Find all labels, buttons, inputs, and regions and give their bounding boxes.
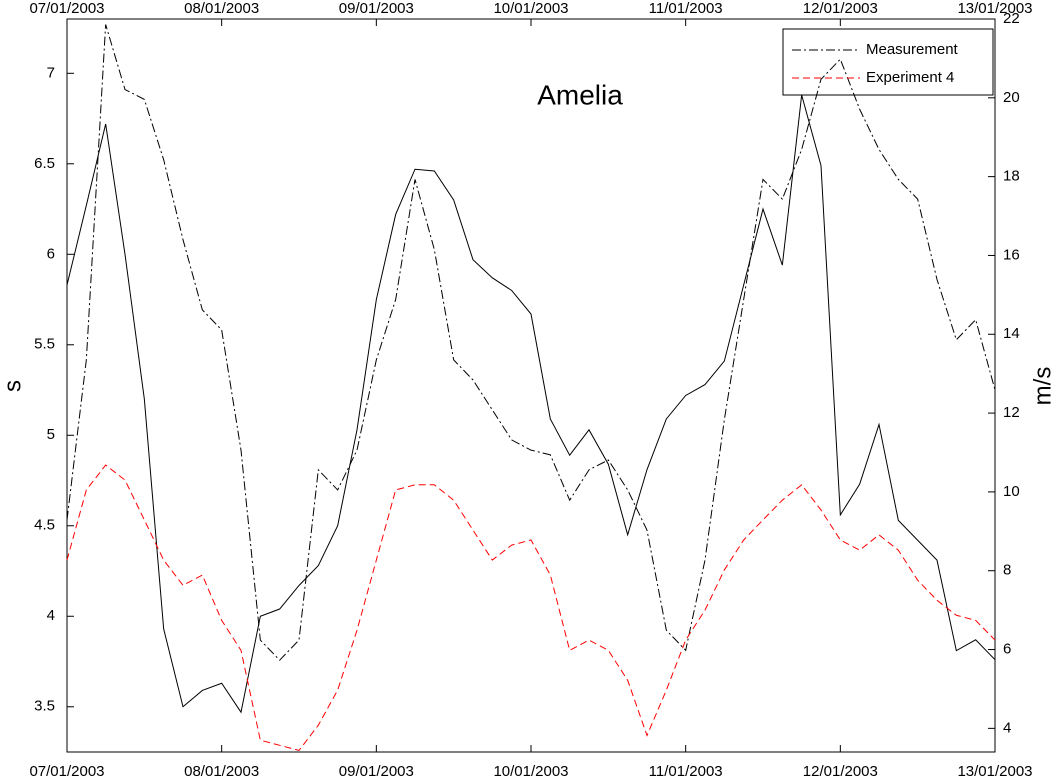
x-tick-label-top: 08/01/2003 (184, 0, 259, 17)
x-tick-label: 09/01/2003 (339, 763, 414, 780)
x-tick-label: 11/01/2003 (649, 763, 723, 780)
legend-label: Experiment 4 (866, 69, 954, 86)
y2-tick-label: 4 (1003, 719, 1011, 736)
x-tick-label: 12/01/2003 (803, 763, 878, 780)
legend-box (782, 28, 994, 96)
legend-label: Measurement (866, 41, 959, 58)
y2-tick-label: 14 (1003, 325, 1020, 342)
y2-tick-label: 8 (1003, 562, 1011, 579)
x-tick-label-top: 10/01/2003 (493, 0, 568, 17)
y2-tick-label: 10 (1003, 483, 1020, 500)
series-line (66, 94, 996, 714)
y-tick-label: 5.5 (34, 336, 55, 353)
series-line (66, 464, 996, 751)
x-tick-label-top: 11/01/2003 (649, 0, 723, 17)
x-tick-label: 08/01/2003 (184, 763, 259, 780)
y2-axis-label: m/s (1029, 367, 1056, 406)
plot-frame (66, 18, 996, 753)
y2-tick-label: 20 (1003, 89, 1020, 106)
y2-tick-label: 18 (1003, 168, 1020, 185)
y2-tick-label: 6 (1003, 641, 1011, 658)
y-tick-label: 6.5 (34, 155, 55, 172)
y-tick-label: 4 (47, 607, 55, 624)
x-tick-label-top: 09/01/2003 (339, 0, 414, 17)
x-tick-label: 13/01/2003 (957, 763, 1032, 780)
y-tick-label: 6 (47, 245, 55, 262)
x-tick-label-top: 07/01/2003 (29, 0, 104, 17)
x-tick-label-top: 13/01/2003 (957, 0, 1032, 17)
chart-title: Amelia (537, 79, 623, 110)
y-axis-label: s (0, 380, 26, 392)
x-tick-label: 07/01/2003 (29, 763, 104, 780)
x-tick-label-top: 12/01/2003 (803, 0, 878, 17)
y-tick-label: 3.5 (34, 698, 55, 715)
y2-tick-label: 22 (1003, 10, 1020, 27)
y2-tick-label: 16 (1003, 246, 1020, 263)
series-line (66, 24, 996, 661)
y2-tick-label: 12 (1003, 404, 1020, 421)
y-tick-label: 5 (47, 426, 55, 443)
y-tick-label: 4.5 (34, 517, 55, 534)
x-tick-label: 10/01/2003 (493, 763, 568, 780)
y-tick-label: 7 (47, 64, 55, 81)
